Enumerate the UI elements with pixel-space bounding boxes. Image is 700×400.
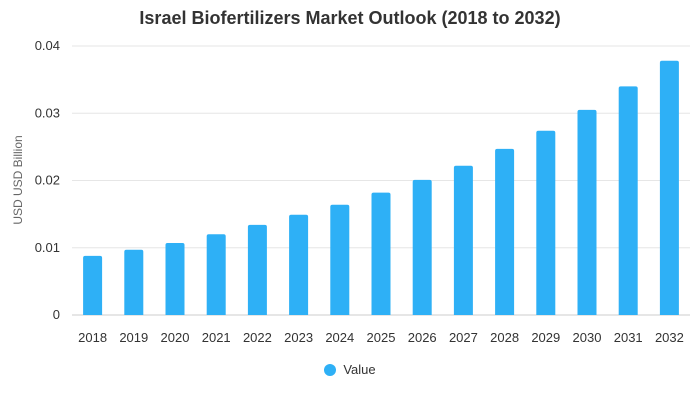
- legend-label: Value: [343, 362, 376, 377]
- y-tick-label: 0.04: [35, 38, 60, 53]
- x-tick-label: 2025: [367, 330, 396, 345]
- x-tick-label: 2018: [78, 330, 107, 345]
- x-tick-label: 2022: [243, 330, 272, 345]
- bar-2029[interactable]: [536, 130, 556, 315]
- bar-2027[interactable]: [453, 165, 473, 315]
- legend-swatch: [324, 363, 337, 376]
- x-tick-label: 2021: [202, 330, 231, 345]
- x-tick-label: 2029: [531, 330, 560, 345]
- y-tick-label: 0.02: [35, 173, 60, 188]
- x-tick-label: 2028: [490, 330, 519, 345]
- bar-2019[interactable]: [124, 249, 144, 315]
- bars: [83, 60, 679, 315]
- bar-2021[interactable]: [206, 234, 226, 315]
- x-tick-label: 2032: [655, 330, 684, 345]
- x-tick-label: 2024: [325, 330, 354, 345]
- bar-2026[interactable]: [412, 179, 432, 315]
- bar-2031[interactable]: [618, 86, 638, 315]
- legend[interactable]: Value: [0, 362, 700, 377]
- x-tick-label: 2019: [119, 330, 148, 345]
- bar-2030[interactable]: [577, 109, 597, 315]
- bar-2020[interactable]: [165, 243, 185, 315]
- y-tick-label: 0: [53, 307, 60, 322]
- bar-2032[interactable]: [659, 60, 679, 315]
- x-tick-label: 2031: [614, 330, 643, 345]
- bar-2018[interactable]: [83, 255, 103, 315]
- bar-2023[interactable]: [289, 214, 309, 315]
- x-tick-label: 2027: [449, 330, 478, 345]
- bar-2028[interactable]: [495, 148, 515, 315]
- x-tick-label: 2023: [284, 330, 313, 345]
- y-tick-label: 0.01: [35, 240, 60, 255]
- x-tick-label: 2026: [408, 330, 437, 345]
- chart-title: Israel Biofertilizers Market Outlook (20…: [139, 8, 561, 28]
- bar-2024[interactable]: [330, 204, 350, 315]
- bar-2025[interactable]: [371, 192, 391, 315]
- y-tick-labels: 0 0.01 0.02 0.03 0.04: [35, 38, 60, 322]
- bar-2022[interactable]: [247, 224, 267, 315]
- x-tick-label: 2030: [573, 330, 602, 345]
- y-tick-label: 0.03: [35, 105, 60, 120]
- x-tick-labels: 2018 2019 2020 2021 2022 2023 2024 2025 2026 2027…: [78, 330, 684, 345]
- x-tick-label: 2020: [161, 330, 190, 345]
